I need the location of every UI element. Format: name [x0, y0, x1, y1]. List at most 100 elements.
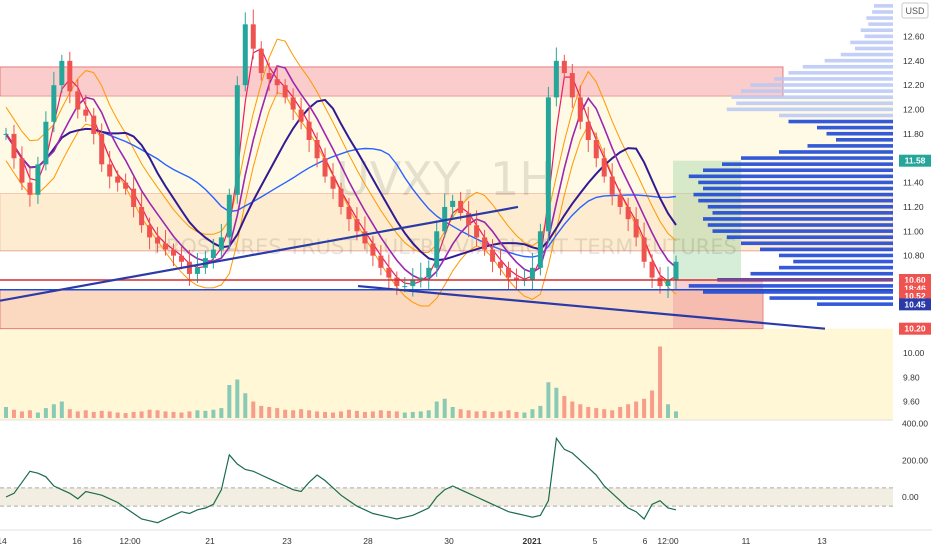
price-tick-label: 11.80 [903, 129, 924, 139]
profile-bar [688, 284, 893, 288]
volume-bar [51, 404, 56, 418]
candle-body [314, 140, 320, 159]
time-tick-label: 30 [444, 536, 454, 546]
price-label-box [899, 298, 931, 311]
volume-bar [235, 379, 240, 418]
volume-bar [227, 385, 232, 418]
price-tick-label: 11.20 [903, 202, 924, 212]
candle-body [258, 48, 264, 74]
candle-body [609, 176, 615, 195]
volume-bar [386, 410, 391, 418]
price-tick-label: 12.00 [903, 105, 925, 115]
volume-bar [466, 410, 471, 418]
osc-tick-label: 400.00 [902, 419, 928, 429]
price-label-box [899, 154, 931, 167]
candle-body [665, 280, 671, 287]
time-tick-label: 13 [817, 536, 827, 546]
profile-bar [722, 162, 893, 166]
volume-bar [251, 401, 256, 418]
profile-bar [779, 150, 893, 154]
volume-bar [171, 411, 176, 418]
candle-body [99, 133, 105, 165]
profile-bar [707, 204, 893, 209]
volume-bar [434, 401, 439, 418]
volume-bar [187, 411, 192, 418]
candle-body [561, 60, 567, 74]
candle-body [553, 60, 559, 98]
volume-bars [4, 346, 678, 418]
currency-box[interactable] [901, 2, 929, 19]
candle-body [194, 267, 200, 274]
time-tick-label: 6 [643, 536, 648, 546]
time-tick-label: 16 [72, 536, 82, 546]
ma-mid [5, 64, 677, 280]
candle-body [3, 133, 9, 135]
candle-body [649, 261, 655, 278]
band-upper [5, 38, 677, 253]
candle-body [673, 261, 679, 280]
profile-bar [712, 211, 893, 215]
time-tick-label: 21 [205, 536, 215, 546]
profile-bar [703, 217, 893, 221]
candle-body [107, 164, 113, 177]
volume-bar [139, 411, 144, 418]
profile-bar [750, 271, 893, 276]
candle-body [218, 237, 224, 250]
candle-body [386, 267, 392, 278]
price-label-text: 10.60 [904, 275, 926, 285]
volume-bar [99, 410, 104, 418]
osc-tick-label: 0.00 [902, 492, 919, 502]
candle-body [250, 24, 256, 49]
profile-bar [769, 296, 893, 300]
volume-bar [59, 401, 64, 418]
currency-label: USD [905, 6, 925, 16]
volume-bar [530, 409, 535, 418]
volume-bar [626, 404, 631, 418]
candle-body [617, 194, 623, 207]
profile-bar [866, 16, 893, 20]
volume-bar [618, 407, 623, 418]
time-tick-label: 28 [363, 536, 373, 546]
candle-body [298, 109, 304, 122]
price-tick-label: 11.40 [903, 178, 924, 188]
candle-body [394, 277, 400, 287]
volume-bar [91, 411, 96, 418]
profile-bar [736, 101, 893, 106]
volume-bar [666, 404, 671, 418]
candle-body [362, 231, 368, 244]
candle-body [513, 277, 519, 280]
candle-body [171, 249, 176, 256]
profile-bar [707, 223, 893, 227]
candle-body [657, 277, 663, 287]
profile-bar [860, 28, 893, 33]
candle-body [290, 97, 296, 110]
time-tick-label: 23 [282, 536, 292, 546]
volume-bar [554, 387, 559, 418]
candle-body [43, 121, 49, 165]
volume-bar [323, 411, 328, 418]
profile-bar [850, 40, 893, 45]
candle-body [131, 188, 137, 207]
candle-body [330, 176, 336, 189]
profile-bar [774, 77, 893, 81]
volume-bar [642, 398, 647, 418]
volume-bar [578, 404, 583, 418]
price-label-box [899, 322, 931, 335]
profile-bar [760, 247, 893, 252]
volume-bar [203, 410, 208, 418]
candle-body [51, 85, 57, 122]
profile-bar [788, 119, 893, 124]
volume-bar [634, 401, 639, 418]
volume-bar [83, 410, 88, 418]
volume-bar [11, 409, 16, 418]
profile-bar [872, 10, 893, 14]
profile-bar [864, 34, 893, 39]
trendline [0, 205, 519, 302]
profile-bar [712, 229, 893, 233]
ma-long [5, 98, 677, 262]
volume-bar [267, 407, 272, 418]
volume-bar [315, 411, 320, 418]
volume-bar [275, 408, 280, 418]
time-axis[interactable]: 14 16 12:00 21 23 28 30 2021 5 6 12:00 11 13 [0, 529, 932, 550]
